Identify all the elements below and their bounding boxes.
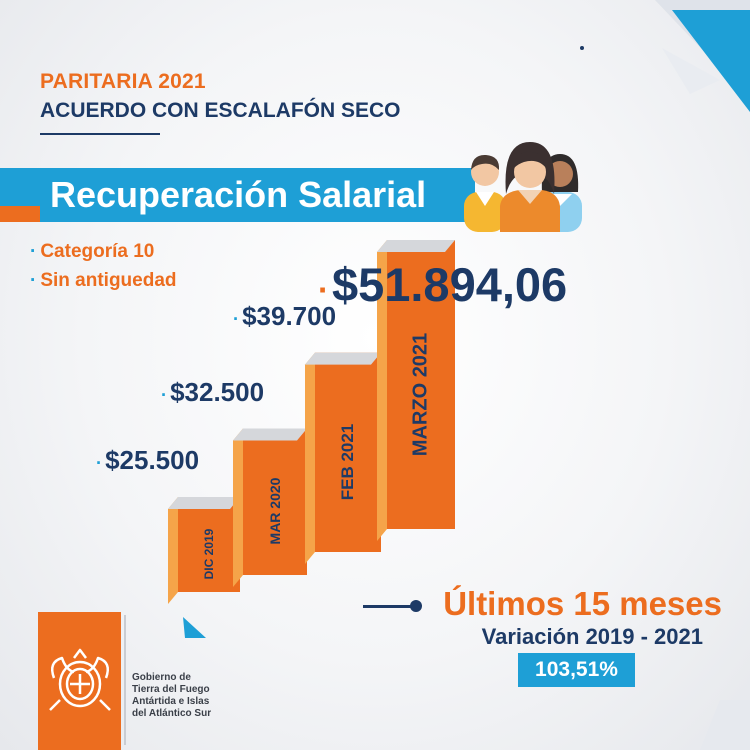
bar-value-label: · $32.500 [161, 376, 265, 407]
bar-category-label: MARZO 2021 [409, 332, 432, 456]
bar-top [305, 352, 381, 365]
logo-line: Tierra del Fuego [132, 684, 210, 695]
logo-line: Gobierno de [132, 672, 191, 683]
logo-divider [124, 615, 126, 745]
banner [0, 168, 475, 222]
subtitle: ACUERDO CON ESCALAFÓN SECO [40, 99, 401, 122]
corner-triangle-icon [662, 48, 720, 94]
logo-line: Antártida e Islas [132, 696, 210, 707]
period-heading: Últimos 15 meses [443, 585, 722, 622]
decor-dot [580, 46, 584, 50]
variation-badge [518, 653, 635, 687]
bar-side [233, 428, 243, 587]
logo-text: Gobierno de Tierra del Fuego Antártida e… [132, 672, 211, 720]
bar-side [168, 497, 178, 604]
bar [178, 497, 240, 592]
corner-triangle-icon [700, 700, 750, 750]
bar-value-label: ·$51.894,06 [318, 258, 568, 311]
coat-of-arms-icon [49, 648, 111, 711]
leader-line [363, 605, 413, 608]
bar-top [233, 428, 307, 441]
variation-label: Variación 2019 - 2021 [481, 624, 703, 649]
banner-accent [0, 206, 40, 222]
bar [315, 352, 381, 552]
divider [40, 133, 160, 135]
bar-top [168, 497, 240, 509]
kicker: PARITARIA 2021 [40, 70, 206, 93]
people-group-icon [464, 142, 582, 232]
condition-item: · Sin antiguedad [30, 270, 177, 291]
bar-value-label: · $25.500 [96, 445, 200, 475]
leader-dot [410, 600, 422, 612]
banner-title: Recuperación Salarial [50, 174, 427, 215]
bar [387, 240, 455, 529]
bar-value-label: · $39.700 [233, 300, 337, 331]
bar [243, 428, 307, 575]
bar-category-label: FEB 2021 [338, 423, 357, 501]
corner-triangle-icon [672, 10, 750, 112]
bar-side [377, 240, 387, 541]
corner-triangle-icon [183, 617, 206, 638]
logo-line: del Atlántico Sur [132, 708, 212, 719]
bar-side [305, 352, 315, 564]
bar-category-label: MAR 2020 [267, 477, 283, 545]
bar-category-label: DIC 2019 [202, 528, 216, 579]
variation-value: 103,51% [535, 658, 618, 681]
bar-top [377, 240, 455, 253]
condition-item: · Categoría 10 [30, 241, 155, 262]
